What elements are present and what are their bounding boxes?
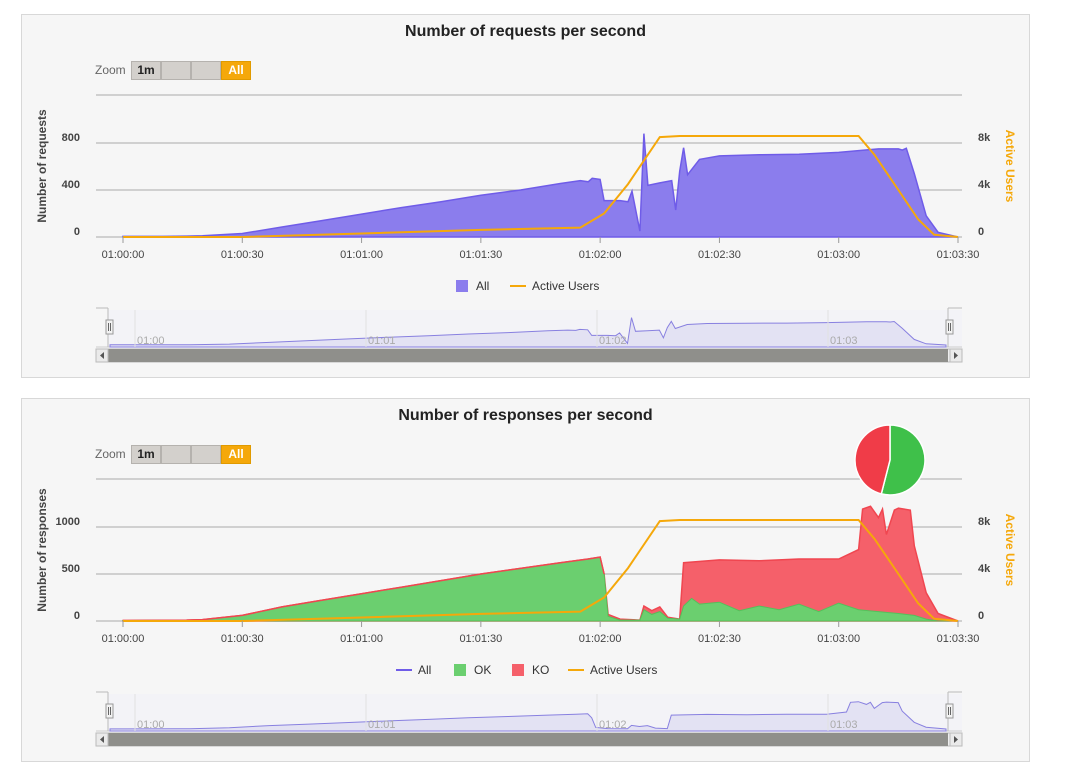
y2-tick-label: 0 — [978, 226, 984, 238]
navigator-left-handle — [105, 703, 114, 719]
navigator-left-handle — [105, 319, 114, 335]
navigator-tick-label: 01:03 — [830, 719, 858, 731]
x-tick-label: 01:01:30 — [459, 633, 502, 645]
legend-label-active-users: Active Users — [590, 663, 657, 677]
y-axis-title: Number of responses — [35, 488, 49, 612]
y2-axis-title: Active Users — [1003, 130, 1017, 203]
legend-label-active-users: Active Users — [532, 279, 599, 293]
zoom-label: Zoom — [95, 447, 126, 461]
scrollbar-right-arrow-icon — [954, 352, 958, 359]
legend-label-ok: OK — [474, 663, 491, 677]
x-tick-label: 01:03:30 — [937, 633, 980, 645]
navigator-tick-label: 01:01 — [368, 335, 396, 347]
y-tick-label: 0 — [74, 610, 80, 622]
legend-swatch-ko — [512, 664, 524, 676]
zoom-button-2[interactable] — [161, 61, 191, 80]
series-all-line — [122, 556, 605, 622]
x-tick-label: 01:01:00 — [340, 249, 383, 261]
zoom-button-2[interactable] — [161, 445, 191, 464]
zoom-all-button[interactable]: All — [221, 61, 251, 80]
x-tick-label: 01:02:00 — [579, 249, 622, 261]
navigator-tick-label: 01:02 — [599, 335, 627, 347]
y2-tick-label: 4k — [978, 563, 991, 575]
requests-chart-panel: Number of requests per second Zoom 1m Al… — [21, 14, 1030, 378]
zoom-1m-button[interactable]: 1m — [131, 445, 161, 464]
legend-label-ko: KO — [532, 663, 549, 677]
legend-label-all: All — [418, 663, 431, 677]
x-tick-label: 01:00:00 — [102, 249, 145, 261]
y2-tick-label: 8k — [978, 516, 991, 528]
zoom-all-button[interactable]: All — [221, 445, 251, 464]
x-tick-label: 01:03:00 — [817, 633, 860, 645]
y-axis-title: Number of requests — [35, 109, 49, 223]
legend-swatch-all — [456, 280, 468, 292]
x-tick-label: 01:02:30 — [698, 633, 741, 645]
x-tick-label: 01:01:00 — [340, 633, 383, 645]
scrollbar-thumb — [108, 349, 948, 362]
navigator-tick-label: 01:00 — [137, 335, 165, 347]
navigator-series — [109, 317, 947, 348]
responses-chart-panel: Number of responses per second Zoom 1m A… — [21, 398, 1030, 762]
navigator-tick-label: 01:03 — [830, 335, 858, 347]
y2-tick-label: 8k — [978, 132, 991, 144]
series-active-users-line — [123, 135, 959, 238]
y-tick-label: 800 — [62, 132, 80, 144]
x-tick-label: 01:00:30 — [221, 249, 264, 261]
series-active-users-line — [123, 519, 959, 622]
zoom-button-3[interactable] — [191, 445, 221, 464]
x-tick-label: 01:01:30 — [459, 249, 502, 261]
zoom-label: Zoom — [95, 63, 126, 77]
requests-chart-title: Number of requests per second — [405, 23, 646, 40]
y2-tick-label: 4k — [978, 179, 991, 191]
x-tick-label: 01:00:30 — [221, 633, 264, 645]
pie-slice-ok — [880, 424, 926, 496]
series-all-area — [122, 133, 959, 238]
zoom-1m-button[interactable]: 1m — [131, 61, 161, 80]
navigator-right-handle — [945, 319, 954, 335]
pie-slice-ko — [854, 424, 891, 495]
navigator-tick-label: 01:02 — [599, 719, 627, 731]
x-tick-label: 01:02:30 — [698, 249, 741, 261]
responses-chart-svg: 0 500 1000 0 4k 8k Number of responses Active U… — [35, 424, 1017, 747]
navigator-right-handle — [945, 703, 954, 719]
zoom-button-3[interactable] — [191, 61, 221, 80]
x-tick-label: 01:03:00 — [817, 249, 860, 261]
y-tick-label: 400 — [62, 179, 80, 191]
x-tick-label: 01:00:00 — [102, 633, 145, 645]
scrollbar-left-arrow-icon — [100, 352, 104, 359]
navigator-tick-label: 01:00 — [137, 719, 165, 731]
y-tick-label: 1000 — [56, 516, 80, 528]
scrollbar-thumb — [108, 733, 948, 746]
y-tick-label: 0 — [74, 226, 80, 238]
y-tick-label: 500 — [62, 563, 80, 575]
scrollbar-right-arrow-icon — [954, 736, 958, 743]
y2-axis-title: Active Users — [1003, 514, 1017, 587]
legend-swatch-ok — [454, 664, 466, 676]
navigator-tick-label: 01:01 — [368, 719, 396, 731]
scrollbar-left-arrow-icon — [100, 736, 104, 743]
x-tick-label: 01:03:30 — [937, 249, 980, 261]
legend-label-all: All — [476, 279, 489, 293]
responses-chart-title: Number of responses per second — [398, 407, 653, 424]
y2-tick-label: 0 — [978, 610, 984, 622]
x-tick-label: 01:02:00 — [579, 633, 622, 645]
requests-chart-svg: 0 400 800 0 4k 8k Number of requests Active Use… — [35, 94, 1017, 363]
navigator-background — [108, 310, 962, 348]
navigator-background — [108, 694, 962, 732]
navigator-series — [109, 701, 947, 732]
